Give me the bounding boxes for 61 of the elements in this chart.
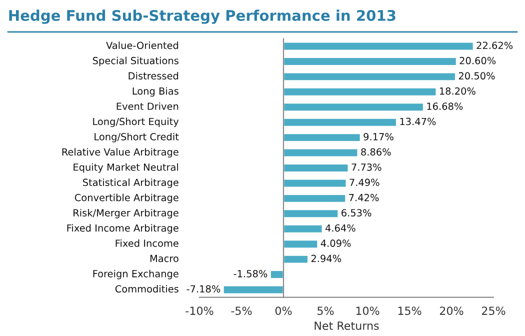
- data-label: 8.86%: [361, 148, 391, 156]
- data-label: 9.17%: [364, 133, 394, 140]
- bar: [282, 194, 347, 204]
- bar: [282, 102, 424, 112]
- chart-title: Hedge Fund Sub-Strategy Performance in 2013: [9, 10, 396, 24]
- data-label: 7.49%: [350, 178, 380, 186]
- data-label: 22.62%: [476, 42, 513, 50]
- bar: [282, 254, 309, 264]
- y-tick-label: Statistical Arbitrage: [82, 178, 178, 188]
- x-tick-label: 25%: [482, 306, 506, 315]
- x-tick-label: 15%: [398, 306, 422, 315]
- data-label: 7.42%: [349, 194, 379, 202]
- bar: [282, 56, 458, 66]
- x-tick-label: 10%: [356, 306, 380, 315]
- y-tick-label: Fixed Income Arbitrage: [67, 224, 178, 234]
- y-tick-label: Long Bias: [132, 87, 178, 97]
- x-tick-label: -10%: [186, 306, 214, 315]
- y-tick-label: Long/Short Equity: [93, 118, 179, 128]
- x-tick-label: 0%: [275, 306, 292, 315]
- data-label: 16.68%: [427, 102, 463, 110]
- x-tick-label: -5%: [231, 306, 252, 315]
- bar: [282, 87, 438, 97]
- data-label: 13.47%: [400, 118, 436, 126]
- bar: [282, 132, 362, 142]
- bar: [282, 239, 319, 249]
- bar: [282, 117, 398, 128]
- bar: [282, 148, 359, 158]
- y-tick-label: Distressed: [128, 72, 178, 80]
- x-axis-title: Net Returns: [314, 322, 379, 330]
- y-tick-label: Event Driven: [116, 102, 178, 110]
- bar: [282, 163, 350, 173]
- bar: [270, 270, 284, 280]
- data-label: 7.73%: [352, 163, 382, 171]
- y-tick-label: Value-Oriented: [106, 42, 178, 50]
- y-tick-label: Equity Market Neutral: [74, 163, 178, 173]
- data-label: 20.50%: [458, 72, 495, 80]
- x-tick-label: 5%: [318, 306, 334, 315]
- data-label: 18.20%: [440, 87, 476, 95]
- y-tick-label: Special Situations: [92, 56, 178, 66]
- data-label: -7.18%: [186, 285, 220, 293]
- bar: [282, 224, 324, 234]
- y-tick-label: Fixed Income: [116, 239, 178, 247]
- y-tick-label: Relative Value Arbitrage: [62, 148, 178, 158]
- y-tick-label: Long/Short Credit: [94, 132, 179, 142]
- data-label: 4.09%: [320, 240, 351, 247]
- data-label: 20.60%: [460, 56, 496, 64]
- bar: [282, 178, 348, 188]
- y-tick-label: Foreign Exchange: [93, 270, 178, 280]
- data-label: 2.94%: [311, 254, 342, 262]
- bar: [282, 72, 456, 82]
- y-tick-label: Convertible Arbitrage: [74, 194, 178, 204]
- y-tick-label: Risk/Merger Arbitrage: [74, 208, 178, 218]
- bar: [282, 41, 474, 52]
- data-label: -1.58%: [234, 270, 268, 278]
- bar: [222, 284, 284, 295]
- data-label: 6.53%: [342, 209, 372, 216]
- y-tick-label: Commodities: [115, 285, 178, 293]
- x-tick-label: 20%: [440, 306, 464, 315]
- data-label: 4.64%: [325, 224, 356, 232]
- bar: [282, 208, 340, 219]
- y-tick-label: Macro: [150, 254, 178, 262]
